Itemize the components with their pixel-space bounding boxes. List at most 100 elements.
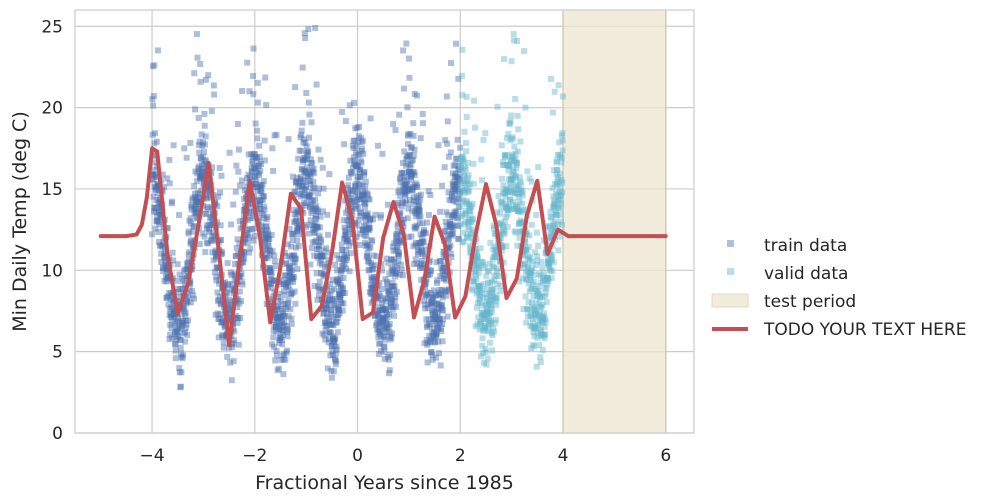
data-point [180,352,187,359]
data-point [262,74,269,81]
data-point [338,241,345,248]
data-point [192,168,199,175]
data-point [160,241,167,248]
data-point [155,181,162,188]
data-point [311,184,318,191]
data-point [202,158,209,165]
data-point [307,204,314,211]
data-point [530,293,537,300]
data-point [378,285,385,292]
data-point [355,182,362,189]
data-point [163,265,170,272]
data-point [425,188,432,195]
data-point [436,301,443,308]
data-point [411,260,418,267]
data-point [149,176,156,183]
data-point [255,162,262,169]
data-point [234,319,241,326]
data-point [479,324,486,331]
data-point [464,188,471,195]
data-point [241,196,248,203]
data-point [339,307,346,314]
data-point [339,286,346,293]
data-point [408,157,415,164]
data-point [439,270,446,277]
data-point [312,196,319,203]
data-point [460,177,467,184]
data-point [339,289,346,296]
data-point [371,262,378,269]
data-point [258,184,265,191]
data-point [404,132,411,139]
data-point [362,200,369,207]
data-point [152,171,159,178]
data-point [199,142,206,149]
data-point [542,223,549,230]
data-point [201,160,208,167]
data-point [534,257,541,264]
data-point [480,281,487,288]
data-point [302,140,309,147]
data-point [251,151,258,158]
data-point [324,231,331,238]
data-point [531,333,538,340]
data-point [204,204,211,211]
data-point [328,307,335,314]
data-point [493,209,500,216]
data-point [527,313,534,320]
data-point [326,330,333,337]
data-point [167,331,174,338]
data-point [457,203,464,210]
data-point [509,172,516,179]
data-point [228,377,235,384]
data-point [309,168,316,175]
data-point [542,318,549,325]
data-point [491,252,498,259]
data-point [287,264,294,271]
data-point [345,182,352,189]
data-point [454,186,461,193]
data-point [313,212,320,219]
data-point [537,294,544,301]
data-point [329,351,336,358]
data-point [512,150,519,157]
x-tick-label: 4 [558,446,569,466]
data-point [387,304,394,311]
data-point [153,205,160,212]
data-point [162,258,169,265]
data-point [222,334,229,341]
data-point [548,214,555,221]
data-point [310,165,317,172]
data-point [556,177,563,184]
data-point [173,327,180,334]
data-point [447,242,454,249]
data-point [366,196,373,203]
data-point [256,197,263,204]
data-point [528,285,535,292]
data-point [293,244,300,251]
data-point [451,183,458,190]
data-point [299,165,306,172]
data-point [400,47,407,54]
data-point [523,319,530,326]
data-point [333,358,340,365]
data-point [515,186,522,193]
data-point [212,253,219,260]
data-point [152,187,159,194]
data-point [349,142,356,149]
data-point [170,142,177,149]
data-point [536,291,543,298]
data-point [232,272,239,279]
data-point [273,323,280,330]
data-point [539,294,546,301]
data-point [462,218,469,225]
data-point [511,189,518,196]
data-point [388,256,395,263]
data-point [482,327,489,334]
data-point [298,131,305,138]
data-point [165,274,172,281]
data-point [437,273,444,280]
data-point [416,263,423,270]
data-point [149,171,156,178]
data-point [467,218,474,225]
